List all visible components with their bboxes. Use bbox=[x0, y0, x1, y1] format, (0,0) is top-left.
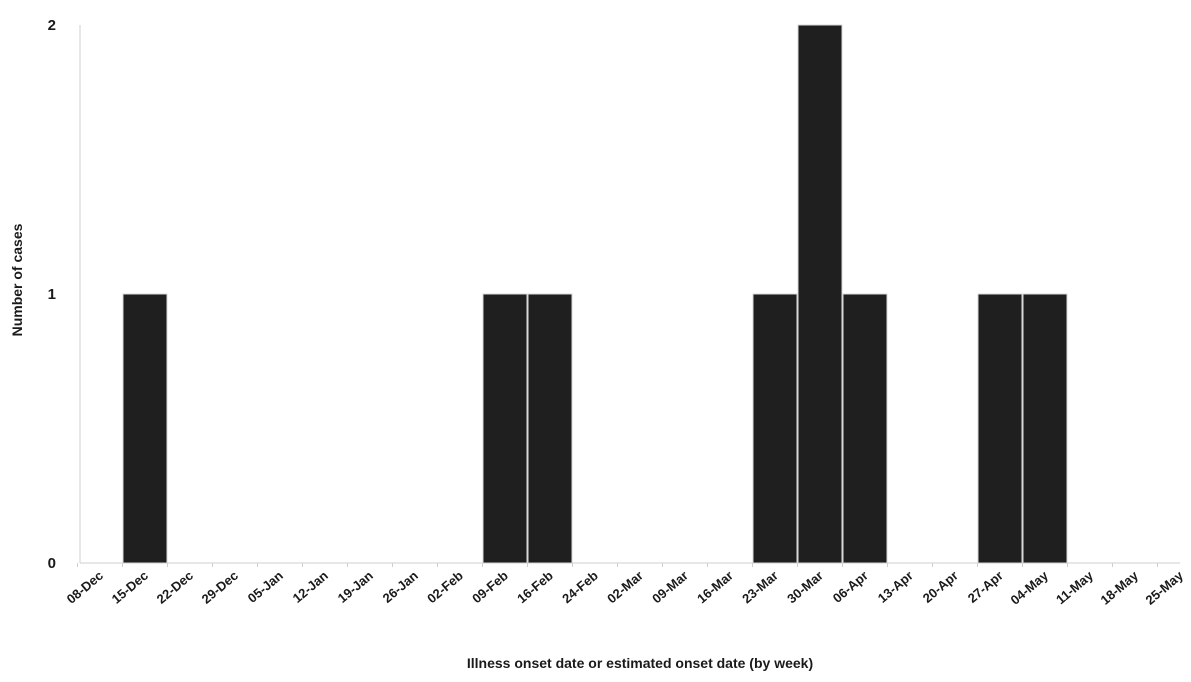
x-tick-label: 16-Mar bbox=[694, 568, 736, 606]
x-tick-label: 20-Apr bbox=[920, 568, 961, 606]
x-tick-label: 30-Mar bbox=[784, 568, 826, 606]
x-tick-label: 13-Apr bbox=[875, 568, 916, 606]
bar-30-Mar bbox=[797, 24, 843, 564]
y-axis-title: Number of cases bbox=[9, 223, 25, 336]
bar-15-Dec bbox=[122, 293, 168, 564]
x-tick-label: 04-May bbox=[1008, 567, 1052, 607]
bar-09-Feb bbox=[482, 293, 528, 564]
x-tick-label: 23-Mar bbox=[739, 568, 781, 606]
bar-06-Apr bbox=[842, 293, 888, 564]
x-tick-label: 06-Apr bbox=[830, 568, 871, 606]
bar-23-Mar bbox=[752, 293, 798, 564]
bars-layer bbox=[122, 24, 1068, 564]
x-tick-label: 24-Feb bbox=[559, 568, 601, 606]
x-axis-title: Illness onset date or estimated onset da… bbox=[467, 655, 813, 671]
axes-layer bbox=[79, 25, 1180, 564]
y-tick-label: 2 bbox=[48, 17, 56, 34]
x-tick-label: 08-Dec bbox=[64, 568, 106, 607]
x-tick-label: 27-Apr bbox=[965, 568, 1006, 606]
x-tick-label: 22-Dec bbox=[154, 568, 196, 607]
y-tick-label: 0 bbox=[48, 555, 56, 572]
x-tick-label: 16-Feb bbox=[514, 568, 556, 606]
bar-04-May bbox=[1022, 293, 1068, 564]
bar-27-Apr bbox=[977, 293, 1023, 564]
x-tick-label: 18-May bbox=[1098, 567, 1142, 607]
x-tick-label: 29-Dec bbox=[199, 568, 241, 607]
x-tick-label: 19-Jan bbox=[335, 568, 376, 606]
x-tick-label: 25-May bbox=[1143, 567, 1187, 607]
x-tick-label: 09-Mar bbox=[649, 568, 691, 606]
y-tick-label: 1 bbox=[48, 286, 56, 303]
bar-16-Feb bbox=[527, 293, 573, 564]
x-tick-label: 05-Jan bbox=[245, 568, 286, 606]
x-ticks-layer: 08-Dec 15-Dec 22-Dec 29-Dec 05-Jan 12-Jan 19-J… bbox=[64, 563, 1187, 608]
x-tick-label: 02-Feb bbox=[424, 568, 466, 606]
x-tick-label: 02-Mar bbox=[604, 568, 646, 606]
x-tick-label: 11-May bbox=[1053, 567, 1096, 607]
x-tick-label: 12-Jan bbox=[290, 568, 331, 606]
y-ticks-layer: 0 1 2 bbox=[48, 17, 56, 572]
x-tick-label: 15-Dec bbox=[109, 568, 151, 607]
x-tick-label: 09-Feb bbox=[469, 568, 511, 606]
x-tick-label: 26-Jan bbox=[380, 568, 421, 606]
